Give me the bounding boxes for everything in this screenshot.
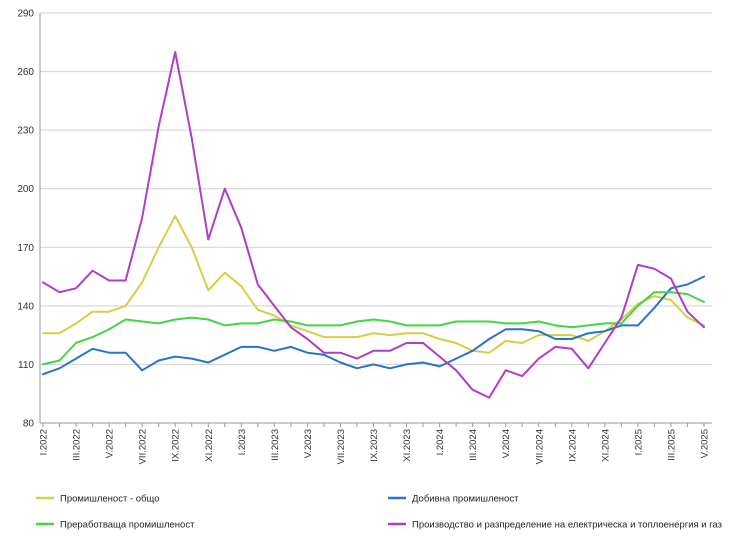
series-line-2 [42, 275, 705, 376]
series-lines [42, 51, 705, 399]
x-tick-label: VII.2024 [534, 429, 545, 464]
x-tick-label: VII.2022 [138, 429, 149, 464]
x-tick-label: IX.2024 [567, 429, 578, 462]
x-tick-label: III.2022 [72, 429, 83, 461]
y-tick-label: 80 [23, 419, 35, 430]
y-tick-label: 230 [17, 126, 34, 137]
y-tick-label: 170 [17, 243, 34, 254]
series-line-4 [42, 51, 705, 399]
x-tick-label: IX.2022 [171, 429, 182, 462]
x-tick-label: I.2023 [237, 429, 248, 455]
x-tick-label: III.2025 [666, 429, 677, 461]
x-tick-label: V.2025 [700, 429, 711, 458]
x-tick-label: VII.2023 [336, 429, 347, 464]
x-tick-label: V.2022 [105, 429, 116, 458]
x-tick-label: V.2024 [501, 429, 512, 458]
series-line-3 [42, 291, 705, 366]
x-tick-labels: I.2022 III.2022 V.2022 VII.2022 IX.2022 XI.20… [39, 429, 711, 464]
x-tick-label: XI.2023 [402, 429, 413, 462]
y-tick-label: 110 [18, 360, 34, 371]
legend-label: Добивна промишленост [412, 494, 519, 505]
x-tick-label: XI.2024 [600, 429, 611, 462]
y-tick-label: 260 [17, 67, 34, 78]
x-tick-label: III.2024 [468, 429, 479, 461]
x-tick-label: V.2023 [303, 429, 314, 458]
x-tick-label: I.2024 [435, 429, 446, 455]
x-tick-label: XI.2022 [204, 429, 215, 462]
x-tick-label: I.2025 [633, 429, 644, 455]
y-tick-label: 140 [17, 301, 34, 312]
legend-label: Производство и разпределение на електрич… [412, 520, 722, 531]
y-tick-labels: 80 110 140 170 200 230 260 290 [17, 9, 34, 430]
axes [39, 13, 712, 427]
x-tick-label: I.2022 [39, 429, 50, 455]
legend: Промишленост - общо Добивна промишленост П… [36, 494, 722, 531]
x-tick-label: III.2023 [270, 429, 281, 461]
y-tick-label: 200 [17, 184, 34, 195]
legend-label: Промишленост - общо [60, 494, 159, 505]
y-tick-label: 290 [17, 9, 34, 20]
gridlines [40, 12, 712, 365]
series-line-1 [42, 215, 705, 354]
x-tick-label: IX.2023 [369, 429, 380, 462]
legend-label: Преработваща промишленост [60, 520, 195, 531]
